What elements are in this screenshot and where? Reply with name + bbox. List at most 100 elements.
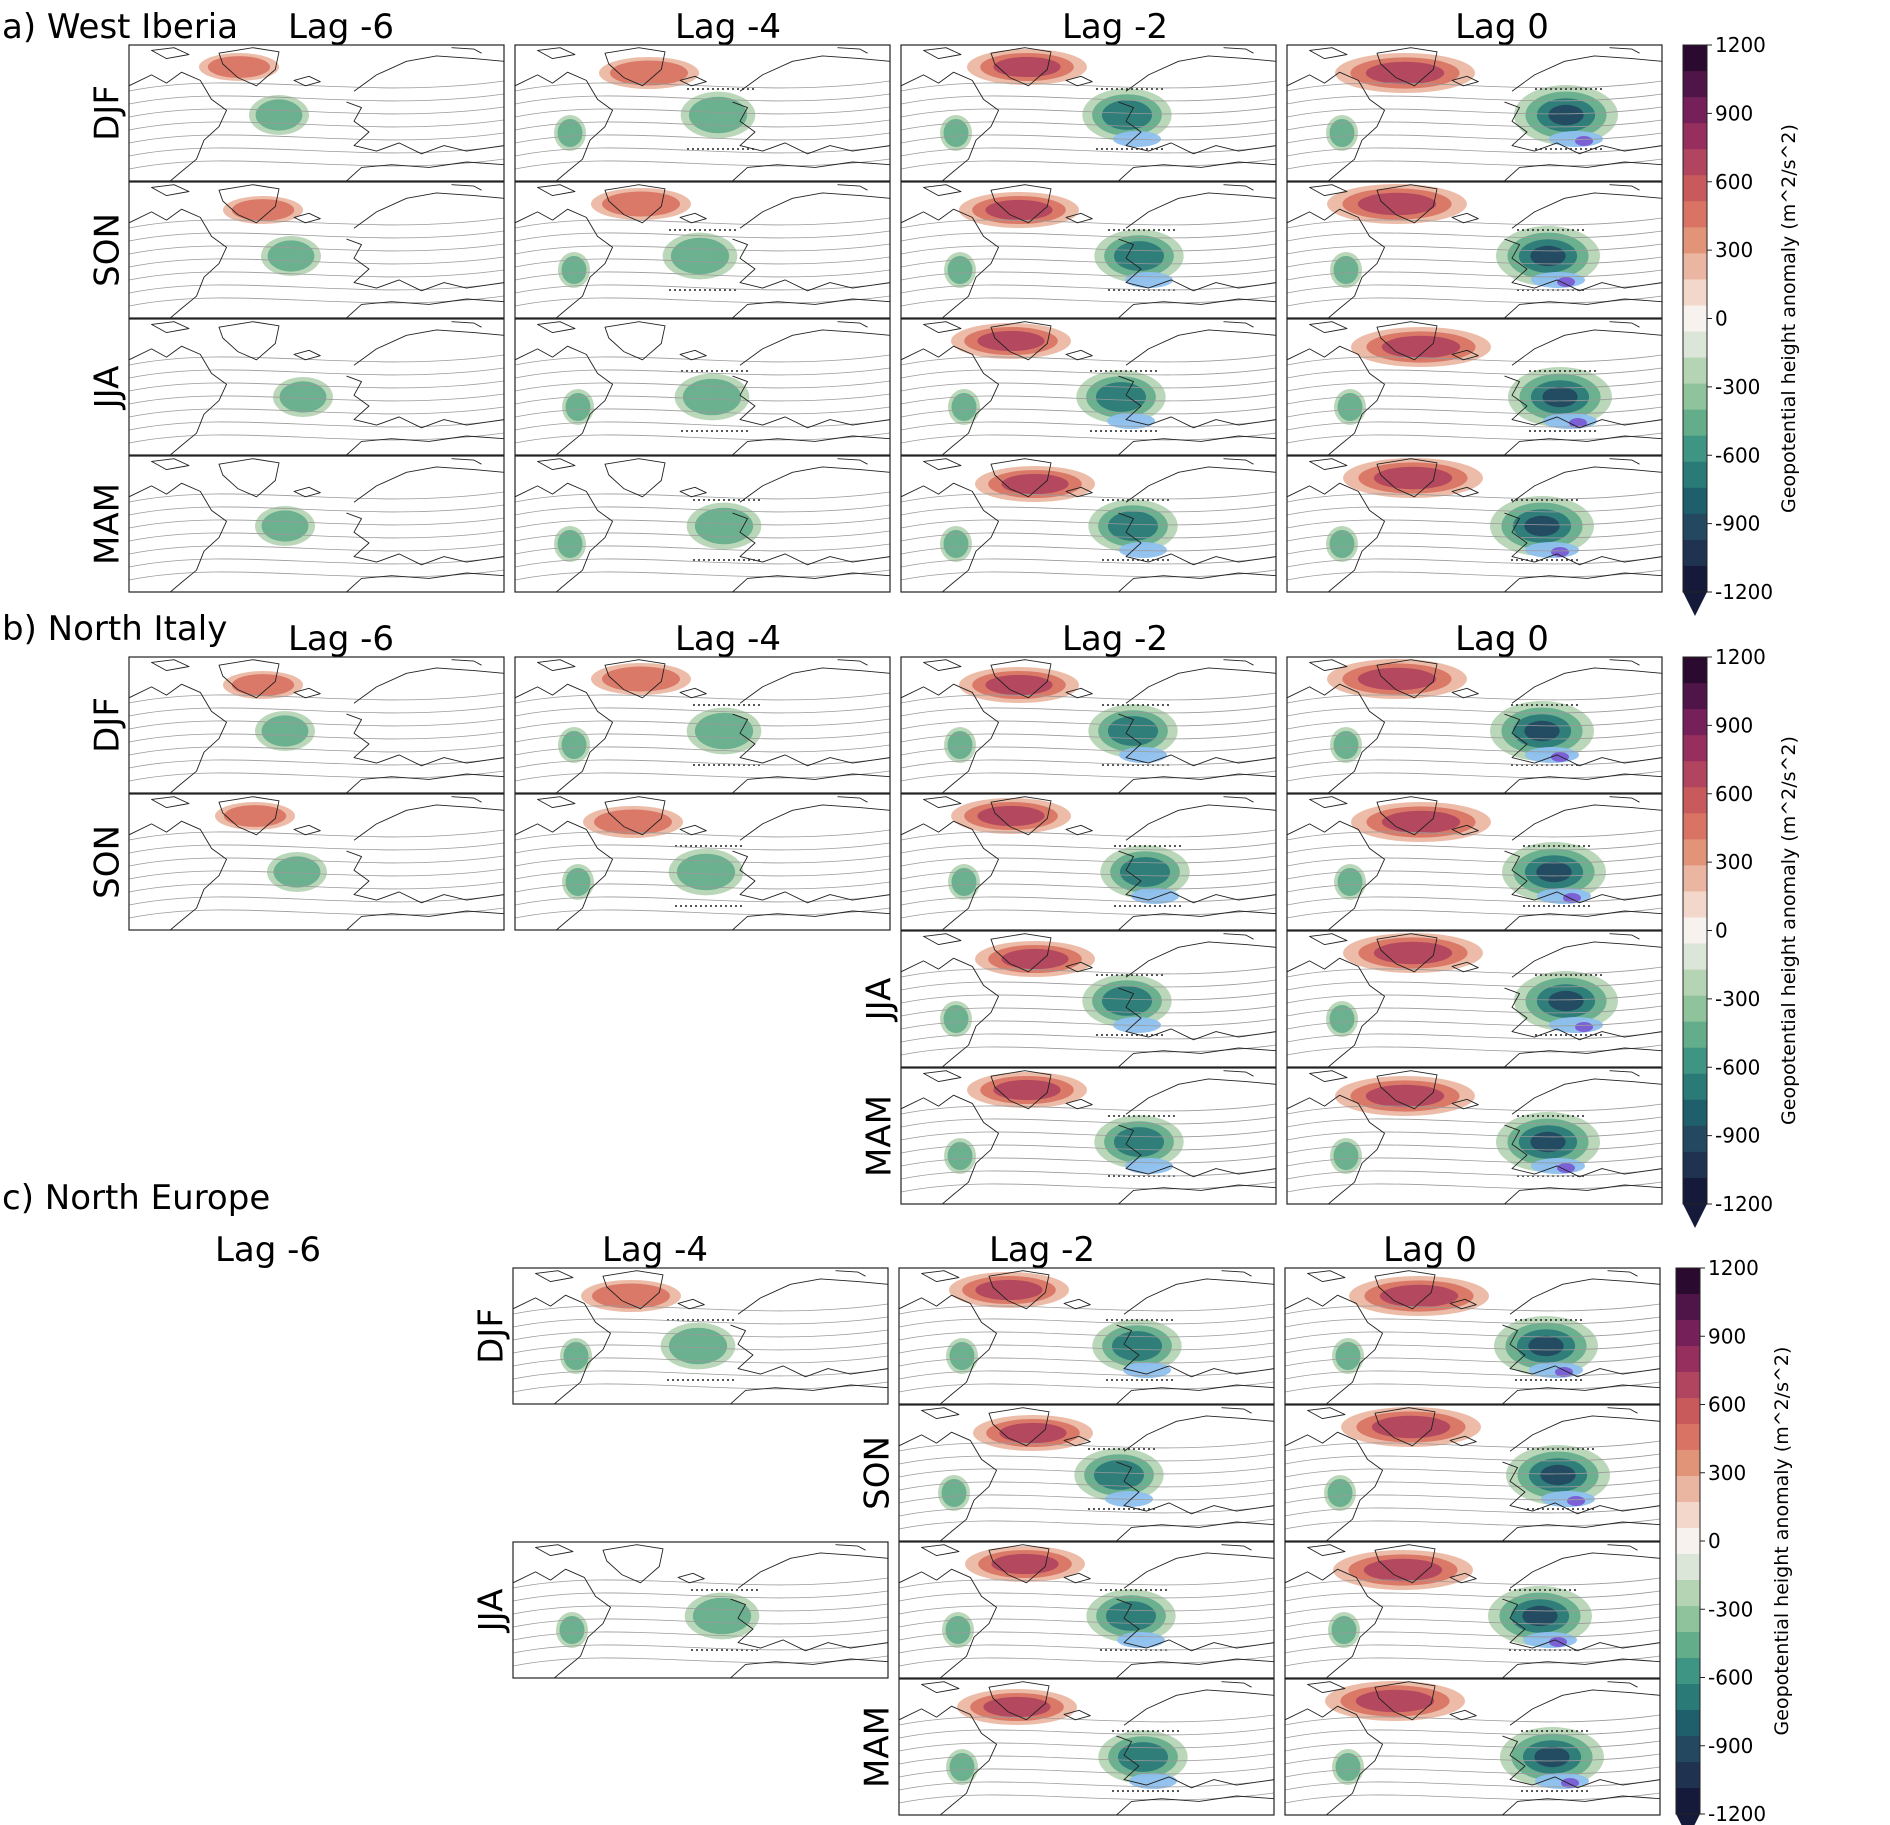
colorbar-tick-label: 0 — [1708, 1529, 1721, 1553]
season-label: JJA — [472, 1589, 512, 1634]
colorbar-tick-label: -900 — [1715, 1124, 1760, 1148]
map-a-DJF-1 — [514, 44, 891, 182]
season-label: DJF — [472, 1308, 512, 1364]
map-c-JJA-1 — [512, 1541, 889, 1679]
colorbar-segment — [1683, 1021, 1707, 1049]
colorbar-segment — [1683, 657, 1707, 684]
colorbar-segment — [1676, 1320, 1700, 1347]
colorbar-tick-label: -300 — [1708, 1597, 1753, 1621]
lag-label: Lag -4 — [602, 1230, 708, 1270]
colorbar-tick-label: -900 — [1708, 1734, 1753, 1758]
colorbar-segment — [1683, 513, 1707, 541]
colorbar-segment — [1683, 839, 1707, 866]
colorbar-segment — [1676, 1476, 1700, 1503]
colorbar-segment — [1676, 1502, 1700, 1529]
season-label: JJA — [88, 366, 128, 411]
colorbar-extend — [1676, 1814, 1700, 1825]
colorbar-segment — [1683, 331, 1707, 359]
map-b-MAM-2 — [900, 1067, 1277, 1205]
colorbar-segment — [1683, 149, 1707, 176]
colorbar-tick-label: -600 — [1715, 1055, 1760, 1079]
colorbar-segment — [1676, 1788, 1700, 1815]
map-a-SON-1 — [514, 181, 891, 319]
colorbar-tick-label: -600 — [1715, 443, 1760, 467]
colorbar-segment — [1676, 1658, 1700, 1685]
season-label: MAM — [860, 1095, 900, 1177]
map-a-DJF-2 — [900, 44, 1277, 182]
colorbar-segment — [1683, 565, 1707, 593]
map-c-DJF-3 — [1284, 1267, 1661, 1405]
map-a-JJA-1 — [514, 318, 891, 456]
lag-label: Lag -4 — [675, 7, 781, 47]
colorbar-segment — [1676, 1268, 1700, 1295]
colorbar-segment — [1676, 1606, 1700, 1633]
map-a-SON-2 — [900, 181, 1277, 319]
colorbar-segment — [1676, 1710, 1700, 1737]
map-a-MAM-0 — [128, 455, 505, 593]
colorbar-segment — [1676, 1398, 1700, 1425]
map-c-JJA-3 — [1284, 1541, 1661, 1679]
lag-label: Lag -2 — [989, 1230, 1095, 1270]
colorbar-tick-label: -900 — [1715, 512, 1760, 536]
map-b-MAM-3 — [1286, 1067, 1663, 1205]
colorbar-segment — [1676, 1450, 1700, 1477]
map-b-SON-3 — [1286, 793, 1663, 931]
map-c-MAM-3 — [1284, 1678, 1661, 1816]
colorbar-segment — [1676, 1346, 1700, 1373]
colorbar-segment — [1683, 787, 1707, 814]
map-b-SON-1 — [514, 793, 891, 931]
map-a-SON-3 — [1286, 181, 1663, 319]
panel-title: b) North Italy — [2, 609, 227, 649]
map-c-DJF-1 — [512, 1267, 889, 1405]
map-b-JJA-3 — [1286, 930, 1663, 1068]
season-label: SON — [88, 213, 128, 287]
season-label: MAM — [88, 483, 128, 565]
colorbar-label: Geopotential height anomaly (m^2/s^2) — [1778, 736, 1800, 1125]
lag-label: Lag 0 — [1383, 1230, 1477, 1270]
colorbar-label: Geopotential height anomaly (m^2/s^2) — [1778, 124, 1800, 513]
colorbar-segment — [1683, 45, 1707, 72]
colorbar-segment — [1676, 1762, 1700, 1789]
colorbar-segment — [1683, 279, 1707, 307]
colorbar-tick-label: -300 — [1715, 987, 1760, 1011]
colorbar-segment — [1683, 1177, 1707, 1205]
lag-label: Lag -2 — [1062, 619, 1168, 659]
colorbar-tick-label: 600 — [1715, 170, 1753, 194]
colorbar-segment — [1676, 1632, 1700, 1659]
colorbar-segment — [1683, 71, 1707, 98]
map-b-JJA-2 — [900, 930, 1277, 1068]
colorbar-segment — [1683, 539, 1707, 567]
season-label: SON — [858, 1436, 898, 1510]
colorbar-segment — [1683, 487, 1707, 515]
colorbar-tick-label: 1200 — [1715, 33, 1766, 57]
lag-label: Lag -4 — [675, 619, 781, 659]
colorbar-segment — [1683, 683, 1707, 710]
colorbar: 1200 900 600 300 0 -300 -600 -900 -1200 Geopotent… — [1682, 33, 1800, 616]
colorbar-tick-label: 1200 — [1708, 1256, 1759, 1280]
map-a-JJA-3 — [1286, 318, 1663, 456]
lag-label: Lag -6 — [288, 619, 394, 659]
map-b-DJF-1 — [514, 656, 891, 794]
colorbar-tick-label: -1200 — [1708, 1802, 1766, 1825]
panel-b: b) North Italy Lag -6 Lag -4 Lag -2 Lag 0 DJF… — [2, 609, 1800, 1228]
colorbar-segment — [1683, 813, 1707, 840]
colorbar-segment — [1683, 97, 1707, 124]
colorbar-tick-label: 300 — [1715, 238, 1753, 262]
colorbar-segment — [1676, 1372, 1700, 1399]
colorbar-segment — [1683, 253, 1707, 281]
colorbar-tick-label: 900 — [1715, 101, 1753, 125]
map-a-DJF-3 — [1286, 44, 1663, 182]
map-b-DJF-0 — [128, 656, 505, 794]
panel-c: c) North Europe Lag -6 Lag -4 Lag -2 Lag 0 DJ… — [2, 1178, 1793, 1825]
season-label: DJF — [88, 697, 128, 753]
colorbar-tick-label: -600 — [1708, 1666, 1753, 1690]
map-c-SON-3 — [1284, 1404, 1661, 1542]
colorbar-segment — [1683, 1125, 1707, 1153]
colorbar-tick-label: 900 — [1708, 1324, 1746, 1348]
colorbar-segment — [1683, 943, 1707, 971]
colorbar-segment — [1676, 1528, 1700, 1555]
colorbar-segment — [1683, 1047, 1707, 1075]
colorbar-segment — [1683, 735, 1707, 762]
colorbar-segment — [1683, 709, 1707, 736]
